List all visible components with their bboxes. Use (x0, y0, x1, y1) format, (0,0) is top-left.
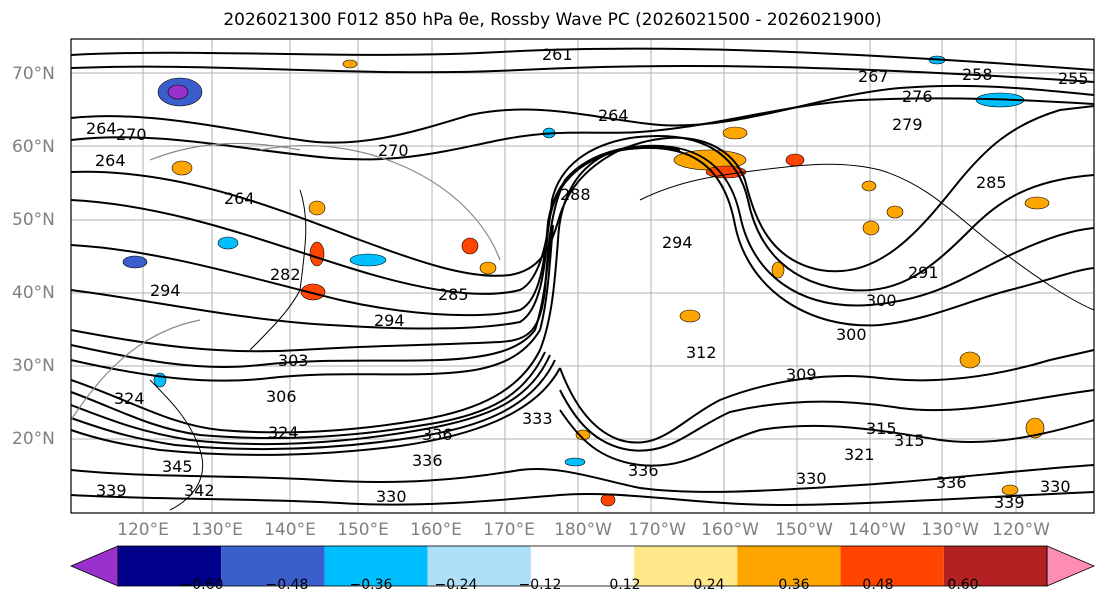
contour-label: 291 (908, 263, 939, 282)
contour-label: 258 (962, 65, 993, 84)
contour-label: 279 (892, 115, 923, 134)
contour-label: 336 (422, 425, 453, 444)
contour-label: 285 (976, 173, 1007, 192)
colorbar-tick: 0.36 (778, 577, 810, 593)
lon-label: 130°E (191, 520, 243, 540)
lon-label: 160°W (701, 520, 759, 540)
contour-label: 312 (686, 343, 717, 362)
contour-label: 336 (936, 473, 967, 492)
lon-label: 120°W (992, 520, 1050, 540)
contour-label: 309 (786, 365, 817, 384)
lat-label: 20°N (12, 429, 55, 449)
lon-label: 180°W (554, 520, 612, 540)
contour-label: 261 (542, 45, 573, 64)
contour-label: 345 (162, 457, 193, 476)
contour-label: 330 (1040, 477, 1071, 496)
contour-label: 324 (114, 389, 145, 408)
contour-label: 336 (412, 451, 443, 470)
contour-label: 324 (268, 423, 299, 442)
theta-e-contours (70, 47, 1095, 507)
lon-label: 170°E (483, 520, 535, 540)
contour-label: 330 (376, 487, 407, 506)
contour-label: 264 (86, 119, 117, 138)
lon-label: 150°E (337, 520, 389, 540)
contour-label: 294 (662, 233, 693, 252)
lat-label: 60°N (12, 137, 55, 157)
contour-labels: 261 267 258 255 276 279 264 270 264 264 … (86, 45, 1089, 512)
map-title: 2026021300 F012 850 hPa θe, Rossby Wave … (223, 10, 882, 30)
contour-label: 315 (866, 419, 897, 438)
lon-label: 140°W (848, 520, 906, 540)
contour-label: 336 (628, 461, 659, 480)
contour-label: 339 (96, 481, 127, 500)
contour-label: 294 (150, 281, 181, 300)
colorbar-tick: 0.60 (947, 577, 979, 593)
contour-label: 276 (902, 87, 933, 106)
great-circle-arcs (70, 142, 501, 421)
lon-label: 170°W (628, 520, 686, 540)
contour-label: 321 (844, 445, 875, 464)
colorbar-tick: −0.48 (265, 577, 309, 593)
contour-label: 282 (270, 265, 301, 284)
contour-label: 306 (266, 387, 297, 406)
anomaly-patches (122, 55, 1050, 507)
lat-label: 50°N (12, 210, 55, 230)
lon-label: 120°E (117, 520, 169, 540)
colorbar-tick: −0.12 (518, 577, 562, 593)
lon-label: 150°W (775, 520, 833, 540)
contour-label: 330 (796, 469, 827, 488)
contour-label: 270 (378, 141, 409, 160)
contour-label: 333 (522, 409, 553, 428)
lon-label: 130°W (921, 520, 979, 540)
colorbar-tick: 0.48 (862, 577, 894, 593)
contour-label: 270 (116, 125, 147, 144)
contour-label: 339 (994, 493, 1025, 512)
contour-label: 303 (278, 351, 309, 370)
lat-label: 70°N (12, 64, 55, 84)
contour-label: 300 (836, 325, 867, 344)
contour-label: 255 (1058, 69, 1089, 88)
plot-frame (71, 39, 1094, 513)
lat-label: 40°N (12, 283, 55, 303)
contour-label: 342 (184, 481, 215, 500)
contour-label: 294 (374, 311, 405, 330)
contour-label: 300 (866, 291, 897, 310)
lon-label: 160°E (410, 520, 462, 540)
colorbar-tick: −0.60 (180, 577, 224, 593)
contour-label: 264 (95, 151, 126, 170)
contour-label: 264 (598, 106, 629, 125)
colorbar-tick: 0.24 (693, 577, 725, 593)
colorbar-tick: −0.24 (434, 577, 478, 593)
contour-label: 267 (858, 67, 889, 86)
lon-label: 140°E (264, 520, 316, 540)
contour-label: 285 (438, 285, 469, 304)
contour-label: 288 (560, 185, 591, 204)
contour-label: 315 (894, 431, 925, 450)
colorbar-tick: 0.12 (609, 577, 641, 593)
coastlines (149, 163, 1095, 511)
contour-label: 264 (224, 189, 255, 208)
colorbar-tick: −0.36 (349, 577, 393, 593)
lat-label: 30°N (12, 356, 55, 376)
